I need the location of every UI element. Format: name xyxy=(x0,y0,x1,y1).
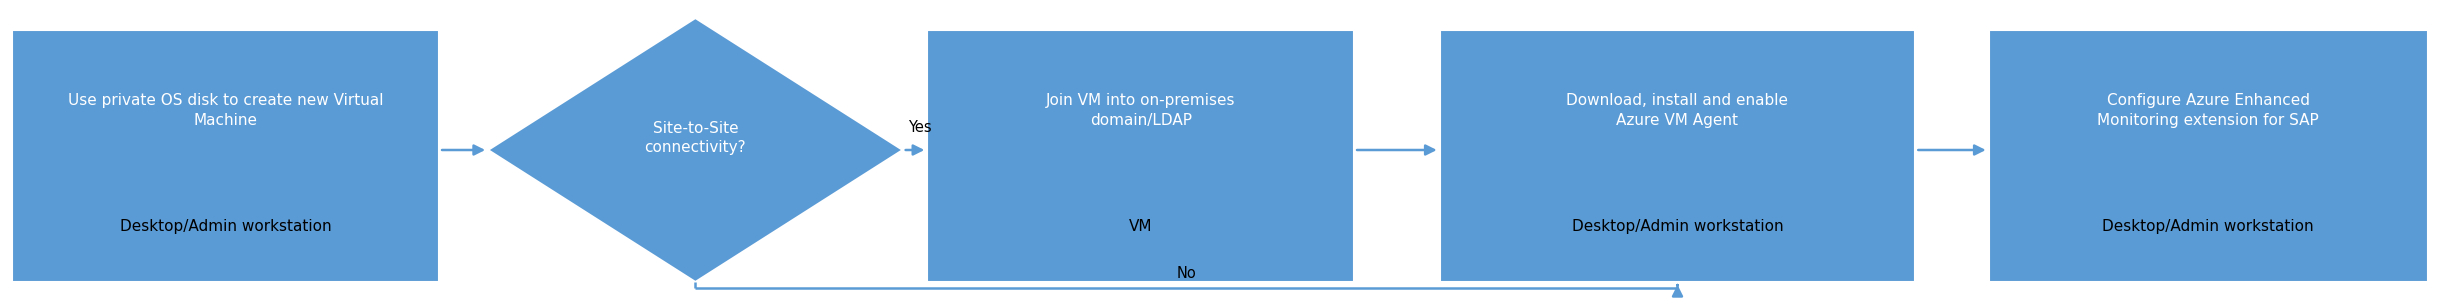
Text: Desktop/Admin workstation: Desktop/Admin workstation xyxy=(120,219,332,234)
FancyBboxPatch shape xyxy=(12,30,439,282)
Text: Use private OS disk to create new Virtual
Machine: Use private OS disk to create new Virtua… xyxy=(68,93,383,128)
FancyBboxPatch shape xyxy=(1989,30,2428,282)
Text: Join VM into on-premises
domain/LDAP: Join VM into on-premises domain/LDAP xyxy=(1047,93,1235,128)
Text: VM: VM xyxy=(1130,219,1152,234)
Text: Configure Azure Enhanced
Monitoring extension for SAP: Configure Azure Enhanced Monitoring exte… xyxy=(2098,93,2318,128)
Text: Download, install and enable
Azure VM Agent: Download, install and enable Azure VM Ag… xyxy=(1566,93,1789,128)
Text: Desktop/Admin workstation: Desktop/Admin workstation xyxy=(2103,219,2313,234)
Text: No: No xyxy=(1176,266,1196,280)
FancyBboxPatch shape xyxy=(1440,30,1915,282)
Text: Site-to-Site
connectivity?: Site-to-Site connectivity? xyxy=(644,121,747,155)
Polygon shape xyxy=(488,18,903,282)
Text: Desktop/Admin workstation: Desktop/Admin workstation xyxy=(1571,219,1784,234)
FancyBboxPatch shape xyxy=(927,30,1354,282)
Text: Yes: Yes xyxy=(908,120,932,135)
